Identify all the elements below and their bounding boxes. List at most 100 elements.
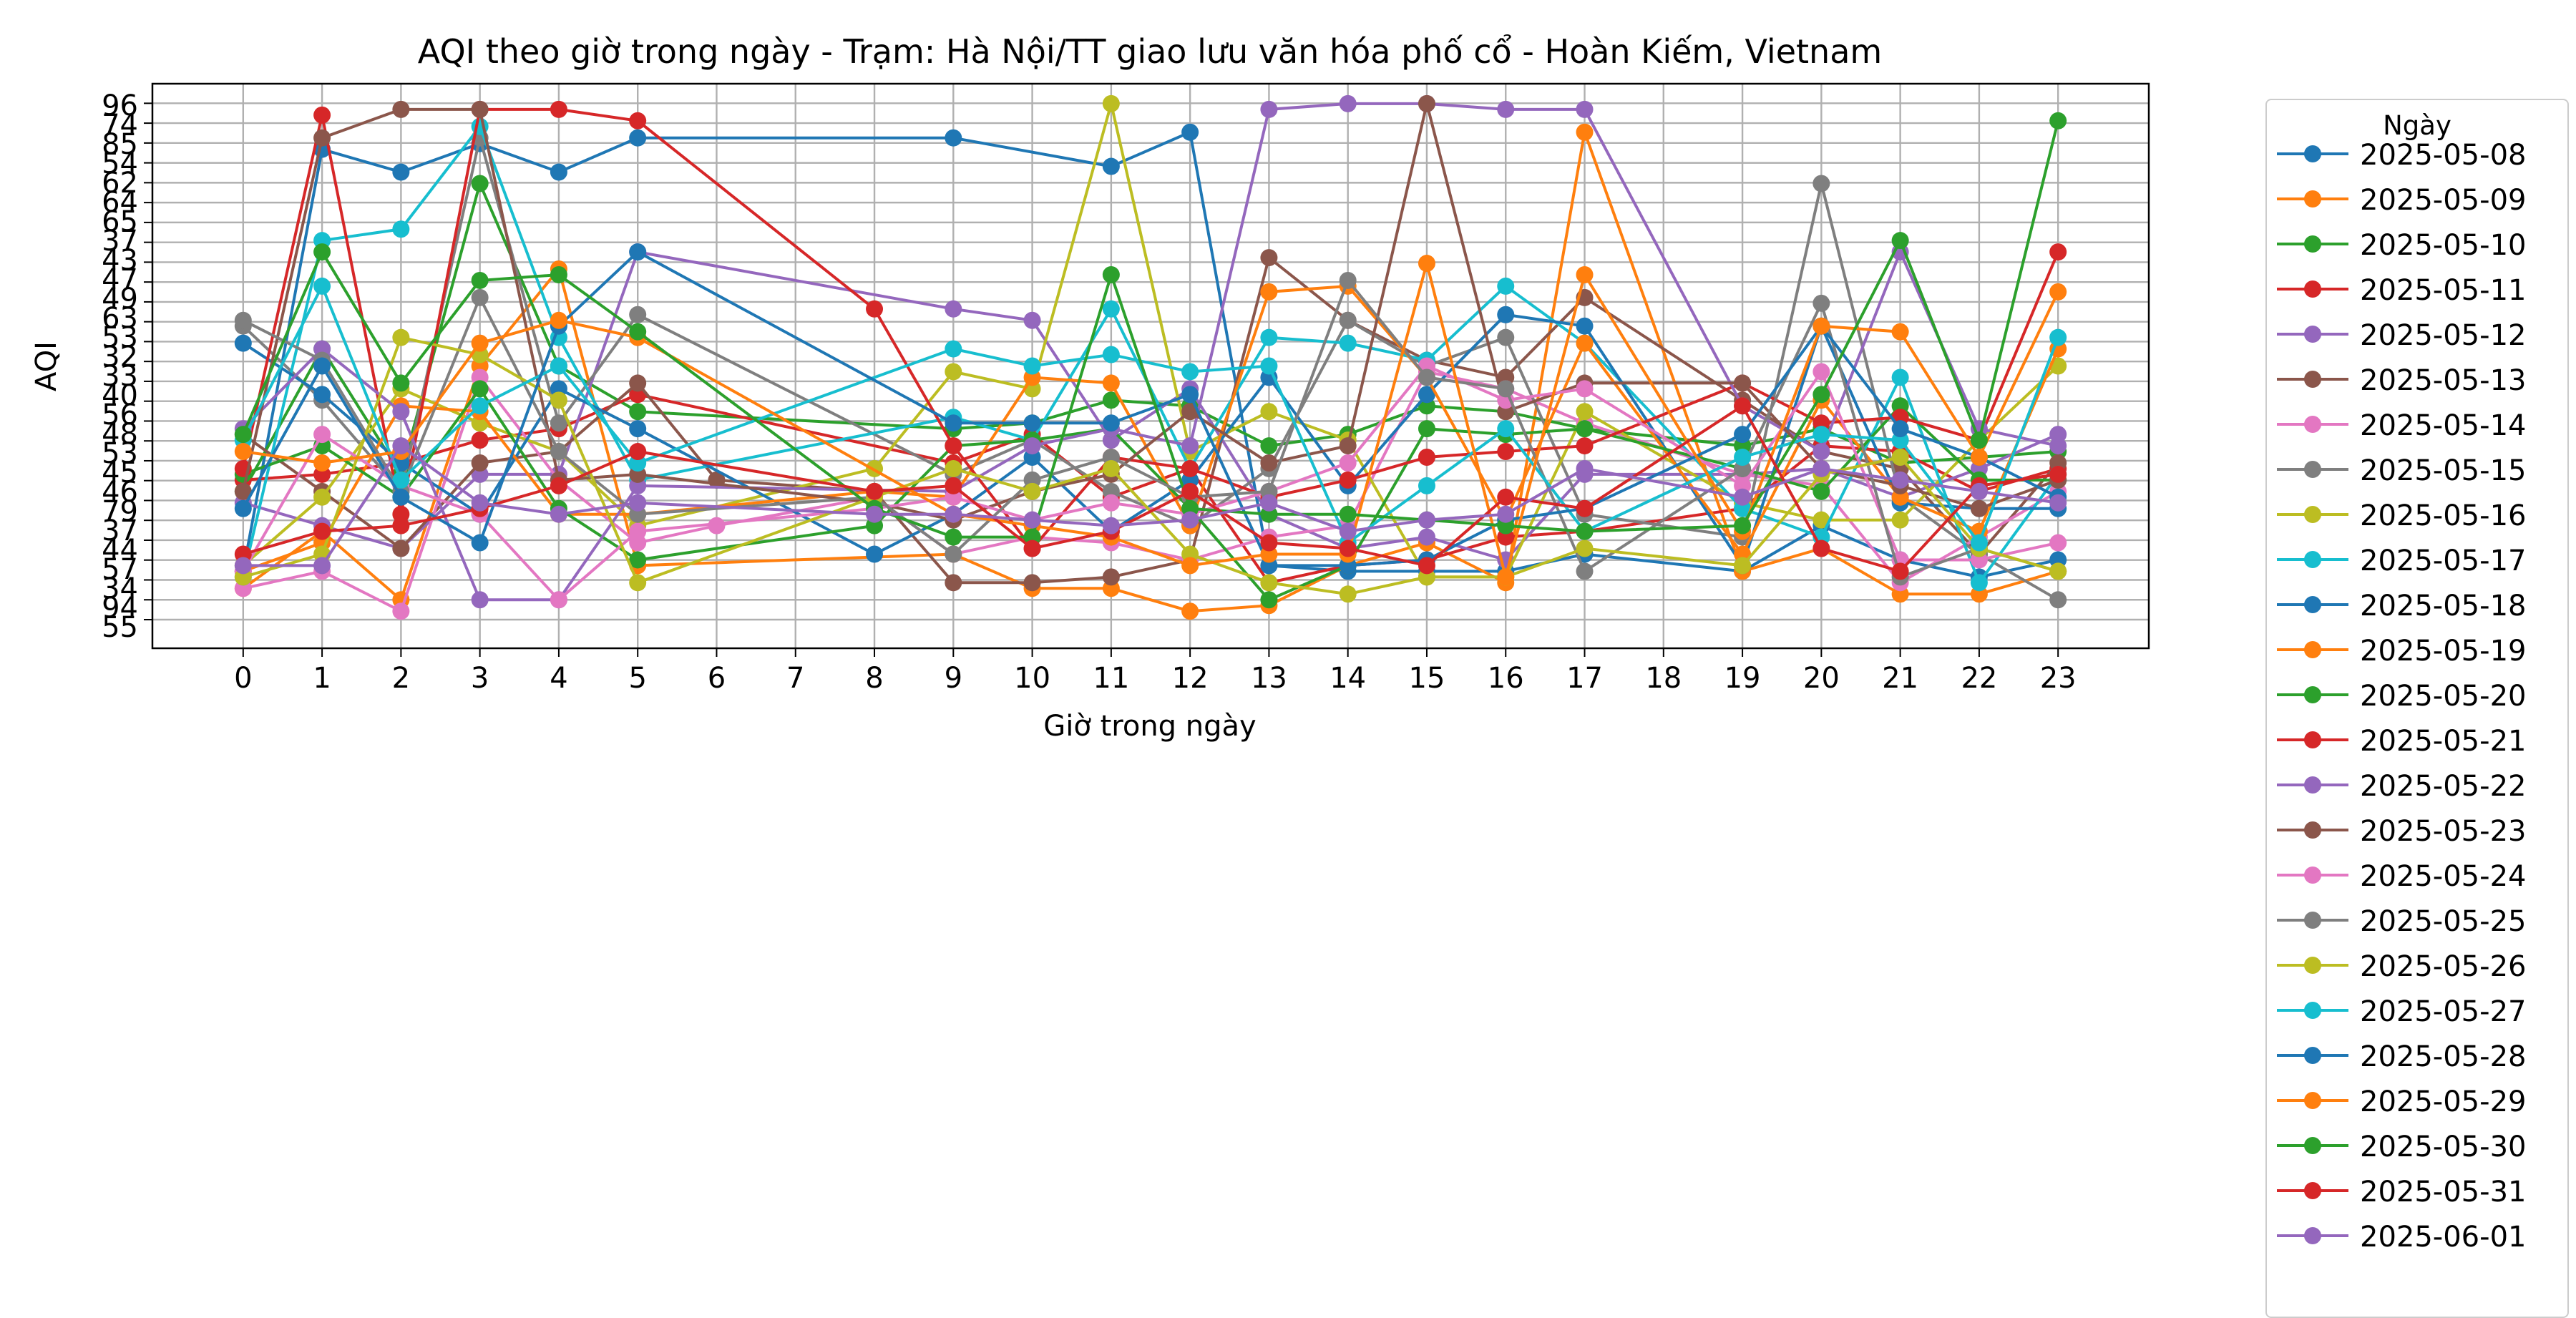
data-point (1418, 386, 1435, 404)
data-point (1576, 123, 1594, 141)
data-point (629, 323, 647, 341)
x-tick-label: 18 (1645, 662, 1682, 695)
legend-label: 2025-05-11 (2360, 274, 2527, 307)
data-point (471, 534, 489, 552)
data-point (471, 100, 489, 118)
x-tick-label: 2 (392, 662, 410, 695)
series-line (242, 179, 2059, 492)
legend-swatch (2277, 641, 2348, 658)
data-point (708, 517, 726, 534)
legend-label: 2025-05-28 (2360, 1040, 2527, 1073)
data-point (866, 545, 884, 563)
legend-item: 2025-05-09 (2267, 181, 2567, 217)
data-point (1497, 488, 1515, 506)
data-point (1102, 494, 1120, 512)
data-point (1576, 522, 1594, 540)
data-point (1891, 562, 1909, 580)
data-point (1339, 505, 1357, 523)
data-point (1813, 443, 1830, 461)
data-point (629, 403, 647, 421)
data-point (1418, 94, 1435, 112)
legend-item: 2025-05-28 (2267, 1038, 2567, 1073)
data-point (1970, 574, 1988, 592)
y-tick-label: 34 (102, 572, 138, 605)
data-point (313, 386, 331, 404)
legend-swatch (2277, 190, 2348, 208)
data-point (1497, 568, 1515, 586)
legend-swatch (2277, 461, 2348, 478)
data-point (1102, 374, 1120, 392)
data-point (1813, 317, 1830, 335)
legend-swatch-marker (2304, 551, 2321, 568)
data-point (1576, 499, 1594, 517)
legend-swatch (2277, 686, 2348, 703)
data-point (471, 334, 489, 352)
data-point (2049, 112, 2067, 130)
data-point (550, 357, 567, 375)
data-point (2049, 283, 2067, 301)
data-point (550, 414, 567, 432)
legend-label: 2025-05-19 (2360, 635, 2527, 668)
data-point (1102, 94, 1120, 112)
y-tick-label: 49 (102, 283, 138, 316)
data-point (234, 499, 252, 517)
legend-swatch (2277, 776, 2348, 794)
data-point (234, 426, 252, 444)
legend-swatch (2277, 235, 2348, 253)
data-point (1576, 420, 1594, 438)
data-point (313, 243, 331, 261)
legend-swatch-marker (2304, 912, 2321, 929)
data-point (471, 454, 489, 472)
x-tick-label: 4 (550, 662, 567, 695)
legend-item: 2025-05-23 (2267, 812, 2567, 848)
data-point (629, 374, 647, 392)
data-point (392, 437, 410, 455)
data-point (1102, 568, 1120, 586)
legend-swatch-marker (2304, 506, 2321, 523)
y-tick-label: 54 (102, 147, 138, 180)
legend-item: 2025-05-29 (2267, 1083, 2567, 1118)
legend: Ngày 2025-05-08 2025-05-09 2025-05-10 2025-… (2265, 99, 2569, 1318)
legend-swatch-marker (2304, 641, 2321, 658)
legend-swatch-marker (2304, 326, 2321, 343)
legend-swatch-marker (2304, 867, 2321, 884)
series-line (242, 137, 2059, 602)
data-point (313, 106, 331, 124)
data-point (1497, 505, 1515, 523)
data-point (1734, 517, 1752, 534)
legend-label: 2025-05-21 (2360, 725, 2527, 758)
legend-label: 2025-05-17 (2360, 545, 2527, 577)
data-point (1418, 511, 1435, 529)
data-point (471, 397, 489, 415)
data-point (1891, 420, 1909, 438)
data-point (1181, 437, 1199, 455)
data-point (392, 540, 410, 557)
data-point (629, 420, 647, 438)
data-point (313, 488, 331, 506)
data-point (2049, 591, 2067, 609)
y-tick-label: 74 (102, 109, 138, 142)
legend-label: 2025-05-22 (2360, 770, 2527, 803)
data-point (945, 574, 962, 592)
data-point (234, 557, 252, 575)
legend-swatch (2277, 416, 2348, 433)
data-point (1813, 426, 1830, 444)
y-tick-label: 40 (102, 379, 138, 412)
legend-label: 2025-05-15 (2360, 454, 2527, 487)
data-point (1260, 249, 1278, 267)
legend-swatch (2277, 1182, 2348, 1199)
y-axis-label: AQI (30, 341, 63, 391)
data-point (313, 129, 331, 147)
data-point (1023, 540, 1041, 557)
data-point (550, 265, 567, 283)
legend-swatch (2277, 957, 2348, 974)
data-point (1418, 255, 1435, 273)
data-point (1023, 482, 1041, 500)
data-point (1891, 232, 1909, 250)
data-point (1181, 403, 1199, 421)
data-point (392, 163, 410, 181)
data-point (1102, 157, 1120, 175)
legend-swatch-marker (2304, 235, 2321, 253)
data-point (1813, 175, 1830, 192)
data-point (1418, 557, 1435, 575)
